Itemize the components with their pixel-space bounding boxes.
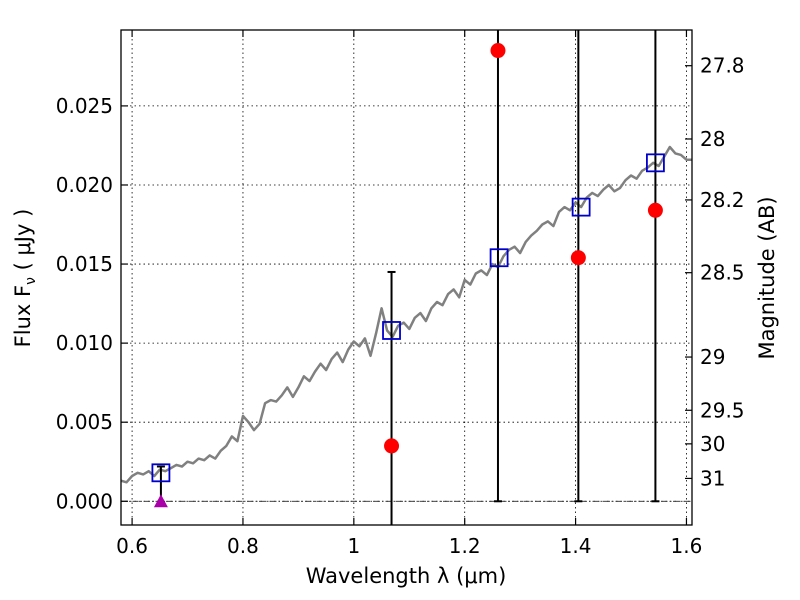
model-spectrum-layer <box>120 145 692 484</box>
synthetic-points-layer <box>151 153 665 483</box>
x-axis-ticks: 0.6 0.8 1 1.2 1.4 1.6 <box>116 30 702 558</box>
y-axis-ticks: 0.000 0.005 0.010 0.015 0.020 0.025 <box>56 94 128 513</box>
plot-frame <box>120 29 693 526</box>
y2-tick-label: 28.5 <box>700 261 745 285</box>
upper-limit-marker <box>153 494 168 508</box>
errorbar-layer <box>156 30 660 525</box>
y2-axis-ticks: 27.8 28 28.2 28.5 29 29.5 30 31 <box>685 54 745 490</box>
synthetic-point <box>489 248 509 268</box>
synthetic-point <box>382 321 401 340</box>
y2-tick-label: 29.5 <box>700 398 745 422</box>
y2-tick-label: 29 <box>700 345 725 369</box>
y2-tick-label: 31 <box>700 466 725 490</box>
x-tick-label: 0.8 <box>227 534 259 558</box>
synthetic-point <box>151 463 171 483</box>
observed-point <box>647 202 663 218</box>
y-axis-label: Flux Fν ( μJy ) <box>11 209 39 348</box>
y-tick-label: 0.005 <box>56 410 113 434</box>
y-tick-label: 0.000 <box>56 489 113 513</box>
x-tick-label: 1 <box>347 534 360 558</box>
synthetic-point <box>571 197 591 217</box>
x-axis-label: Wavelength λ (μm) <box>306 564 507 588</box>
observed-point <box>384 438 400 454</box>
y-axis-label-units: ( μJy ) <box>11 209 35 277</box>
model-spectrum-line <box>120 145 692 484</box>
y-axis-label-main: Flux F <box>11 285 35 347</box>
y-tick-label: 0.025 <box>56 94 113 118</box>
y-tick-label: 0.010 <box>56 331 113 355</box>
x-tick-label: 1.4 <box>560 534 592 558</box>
grid <box>121 30 692 525</box>
y2-tick-label: 27.8 <box>700 54 745 78</box>
y2-tick-label: 30 <box>700 432 725 456</box>
observed-point <box>490 43 506 59</box>
y-axis-label-subscript: ν <box>23 277 39 285</box>
y-tick-label: 0.015 <box>56 252 113 276</box>
y2-tick-label: 28 <box>700 127 725 151</box>
x-tick-label: 1.6 <box>671 534 703 558</box>
upper-limit-layer <box>153 494 168 508</box>
y2-axis-label: Magnitude (AB) <box>755 196 779 359</box>
observed-point <box>570 250 586 266</box>
y2-tick-label: 28.2 <box>700 188 745 212</box>
y-tick-label: 0.020 <box>56 173 113 197</box>
x-tick-label: 1.2 <box>449 534 481 558</box>
x-tick-label: 0.6 <box>116 534 148 558</box>
observed-points-layer <box>384 43 663 454</box>
synthetic-point <box>646 153 665 173</box>
